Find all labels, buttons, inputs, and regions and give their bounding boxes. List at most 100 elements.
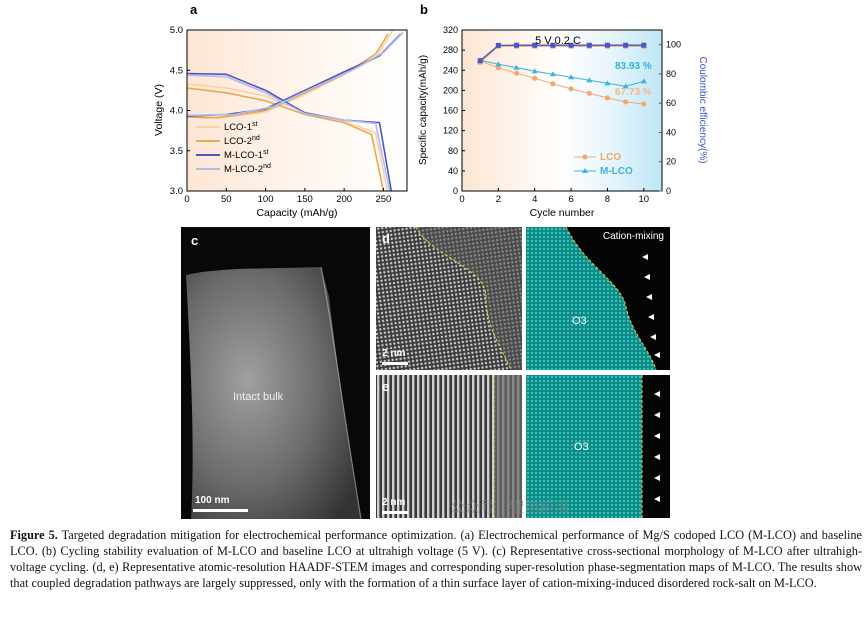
series-3-discharge-line <box>186 74 391 192</box>
x-tick-label-a-5: 250 <box>375 194 391 205</box>
scale-bar-c <box>193 509 248 512</box>
legend-label-a-1: LCO-2nd <box>224 135 260 147</box>
y2-tick-label-b-5: 100 <box>666 40 681 50</box>
phase-map-e: O3 <box>526 375 670 518</box>
series-b-0-point-3 <box>532 75 538 81</box>
intact-bulk-label: Intact bulk <box>233 391 284 403</box>
y2-tick-label-b-3: 60 <box>666 98 676 108</box>
y-tick-label-b-5: 200 <box>443 85 458 95</box>
y-tick-label-a-3: 4.5 <box>170 65 183 76</box>
y-tick-label-a-1: 3.5 <box>170 146 183 157</box>
cation-mixing-label: Cation-mixing <box>602 231 664 242</box>
x-tick-label-b-1: 2 <box>496 194 501 205</box>
y-tick-label-b-1: 40 <box>448 166 458 176</box>
scale-bar-text-d: 2 nm <box>382 348 406 359</box>
x-tick-label-b-0: 0 <box>459 194 464 205</box>
series-b-1-point-6 <box>586 77 593 83</box>
series-b-1-line <box>480 59 644 87</box>
legend-label-a-3: M-LCO-2nd <box>224 163 271 175</box>
series-b-3-point-0 <box>477 58 483 64</box>
y-tick-label-b-6: 240 <box>443 65 458 75</box>
series-b-0-point-4 <box>550 81 556 87</box>
figure-caption: Figure 5. Targeted degradation mitigatio… <box>10 527 862 591</box>
y2-axis-label-b: Coulombic efficiency(%) <box>697 56 708 163</box>
series-b-3-point-6 <box>586 42 592 48</box>
x-tick-label-a-3: 150 <box>297 194 313 205</box>
legend-marker-b-0 <box>582 154 588 160</box>
stem-image-c: c Intact bulk 100 nm <box>181 227 370 519</box>
series-b-3-point-9 <box>641 42 647 48</box>
series-b-1-point-2 <box>513 64 520 70</box>
series-b-3-point-3 <box>532 42 538 48</box>
y-tick-label-b-2: 80 <box>448 146 458 156</box>
y-tick-label-b-4: 160 <box>443 106 458 116</box>
series-b-1-point-7 <box>604 80 611 86</box>
watermark-text: 公众号 · 锂电前沿 <box>450 498 570 516</box>
y2-tick-label-b-4: 80 <box>666 69 676 79</box>
panel-label-d: d <box>382 231 390 246</box>
panel-label-b: b <box>420 2 428 17</box>
stem-image-e: e 2 nm <box>376 375 522 518</box>
y-tick-label-b-7: 280 <box>443 45 458 55</box>
series-b-3-point-2 <box>514 42 520 48</box>
x-tick-label-b-4: 8 <box>605 194 610 205</box>
series-b-1-point-4 <box>549 71 556 77</box>
series-b-3-point-8 <box>623 42 629 48</box>
scale-bar-text-e: 2 nm <box>382 497 406 508</box>
x-axis-label-b: Cycle number <box>530 207 595 219</box>
x-tick-label-a-4: 200 <box>336 194 352 205</box>
scale-bar-text-c: 100 nm <box>195 495 230 506</box>
series-b-3-point-5 <box>568 42 574 48</box>
series-b-1-point-1 <box>495 61 502 67</box>
annotation-lco: 67.73 % <box>615 87 652 98</box>
legend-label-b-1: M-LCO <box>600 166 633 177</box>
legend-label-b-0: LCO <box>600 152 621 163</box>
y-tick-label-a-2: 4.0 <box>170 106 183 117</box>
series-b-0-line <box>480 60 644 105</box>
y-axis-label-a: Voltage (V) <box>153 84 165 136</box>
phase-label-o3-e: O3 <box>574 441 589 453</box>
series-b-0-point-2 <box>514 70 520 76</box>
series-b-1-point-9 <box>640 78 647 84</box>
series-b-0-point-5 <box>568 86 574 92</box>
y-tick-label-a-0: 3.0 <box>170 186 183 197</box>
x-tick-label-b-5: 10 <box>639 194 650 205</box>
y2-tick-label-b-1: 20 <box>666 157 676 167</box>
y-axis-label-b: Specific capacity(mAh/g) <box>418 55 429 165</box>
annotation-mlco: 83.93 % <box>615 61 652 72</box>
series-b-0-point-7 <box>604 95 610 101</box>
series-b-1-point-5 <box>568 74 575 80</box>
chart-a: a 0 50 100 150 200 250 3.0 3.5 4.0 4.5 5.0 Voltage… <box>153 2 408 219</box>
legend-marker-b-1 <box>582 168 588 173</box>
chart-title-b: 5 V 0.2 C <box>535 35 581 47</box>
series-1-charge-line <box>186 33 389 119</box>
caption-lead: Figure 5. <box>10 528 58 542</box>
x-tick-label-b-2: 4 <box>532 194 537 205</box>
series-b-0-point-9 <box>641 101 647 107</box>
series-b-3-point-4 <box>550 42 556 48</box>
x-tick-label-b-3: 6 <box>568 194 573 205</box>
y-tick-label-b-8: 320 <box>443 25 458 35</box>
series-b-0-point-8 <box>623 99 629 105</box>
series-b-3-line <box>479 44 644 62</box>
y-tick-label-a-4: 5.0 <box>170 25 183 36</box>
legend-label-a-2: M-LCO-1st <box>224 149 269 161</box>
series-b-3-point-7 <box>604 42 610 48</box>
phase-label-o3-d: O3 <box>572 315 587 327</box>
series-b-2-line <box>479 45 644 63</box>
series-b-3-point-1 <box>495 42 501 48</box>
y2-tick-label-b-2: 40 <box>666 127 676 137</box>
panel-label-e: e <box>382 379 390 394</box>
panel-label-a: a <box>190 2 198 17</box>
series-b-0-point-6 <box>586 90 592 96</box>
panel-label-c: c <box>191 233 199 248</box>
x-tick-label-a-1: 50 <box>221 194 232 205</box>
series-b-0-point-1 <box>495 65 501 71</box>
series-b-1-point-3 <box>531 68 538 74</box>
legend-label-a-0: LCO-1st <box>224 121 257 133</box>
scale-bar-d <box>382 362 408 365</box>
y-tick-label-b-0: 0 <box>453 186 458 196</box>
chart-b: b 0 2 4 6 8 100408012016020024028032002040608… <box>418 2 708 219</box>
series-3-charge-line <box>186 31 404 117</box>
scale-bar-e <box>382 511 408 514</box>
